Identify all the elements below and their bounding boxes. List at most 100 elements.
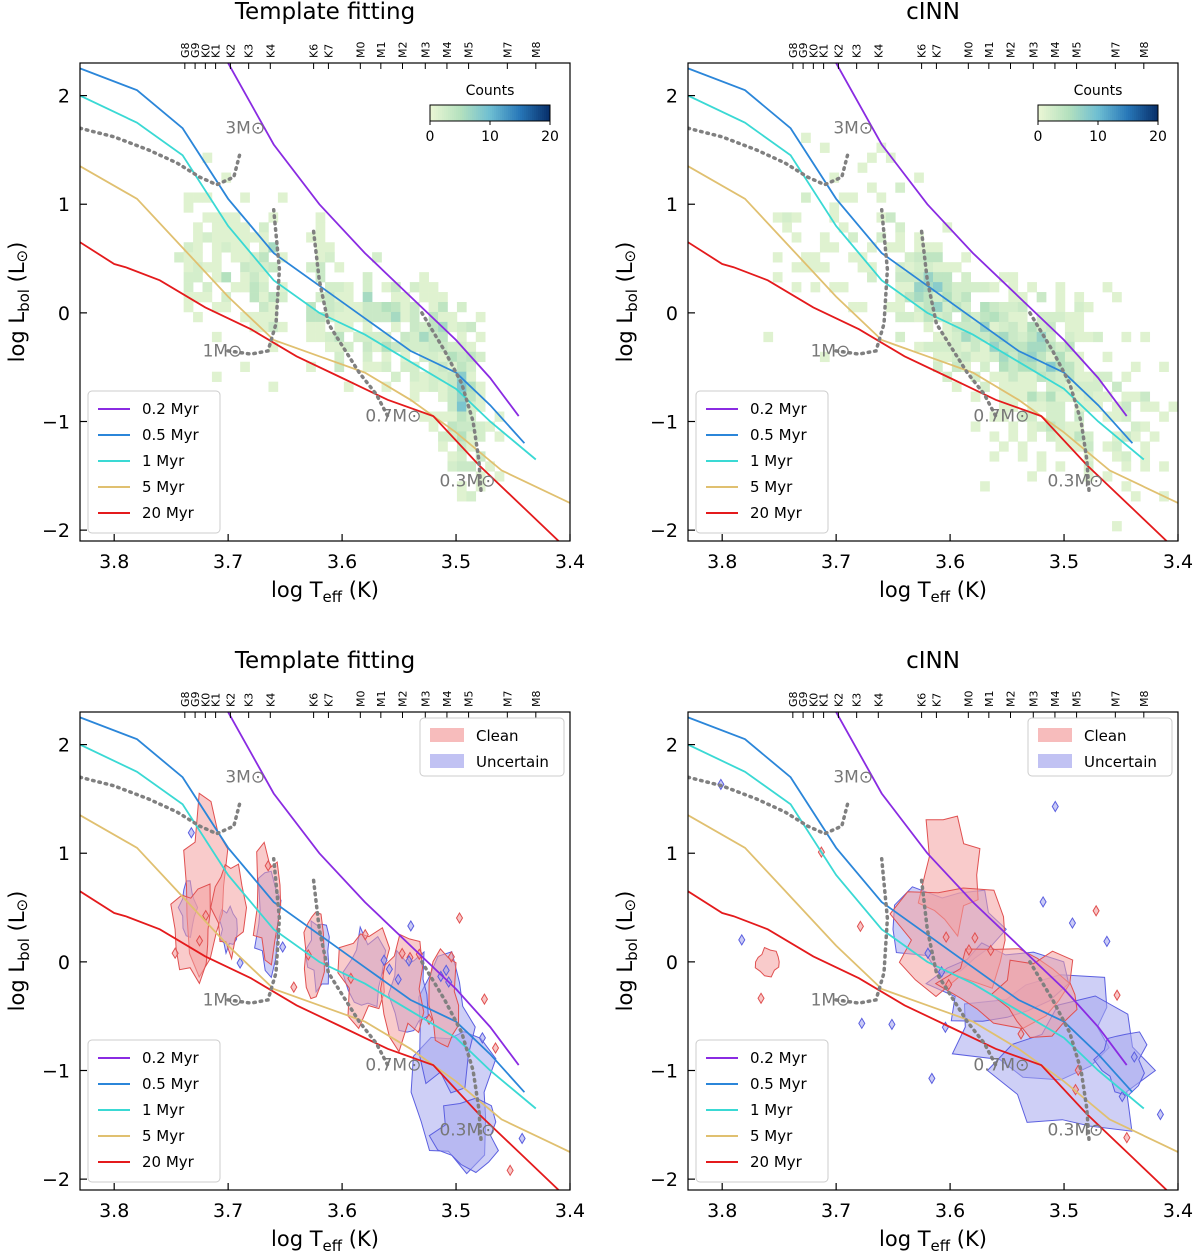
heatmap-cell xyxy=(914,242,924,253)
heatmap-cell xyxy=(763,331,774,343)
heatmap-cell xyxy=(810,282,821,293)
colorbar-step xyxy=(448,105,451,121)
heatmap-cell xyxy=(791,232,802,243)
heatmap-cell xyxy=(211,331,222,343)
heatmap-cell xyxy=(325,331,335,343)
heatmap-cell xyxy=(867,272,877,283)
heatmap-cell xyxy=(409,361,420,373)
colorbar-step xyxy=(542,105,545,121)
heatmap-cell xyxy=(372,311,382,323)
heatmap-cell xyxy=(1027,331,1037,343)
heatmap-cell xyxy=(801,132,811,143)
y-tick-label: 0 xyxy=(666,952,678,974)
heatmap-cell xyxy=(315,292,326,303)
heatmap-cell xyxy=(390,321,401,333)
heatmap-cell xyxy=(1046,371,1056,382)
heatmap-cell xyxy=(1083,441,1094,452)
heatmap-cell xyxy=(1036,461,1047,472)
heatmap-cell xyxy=(1121,451,1132,462)
heatmap-cell xyxy=(1074,421,1085,432)
heatmap-cell xyxy=(334,351,345,363)
heatmap-cell xyxy=(1159,361,1169,373)
heatmap-cell xyxy=(1008,431,1019,442)
heatmap-cell xyxy=(867,242,877,253)
mass-label: 1M⊙ xyxy=(811,990,851,1010)
heatmap-cell xyxy=(438,302,448,313)
colorbar-step xyxy=(486,105,489,121)
heatmap-cell xyxy=(942,282,953,293)
heatmap-cell xyxy=(315,222,326,233)
spectral-type-label: K4 xyxy=(872,693,885,707)
colorbar-step xyxy=(466,105,469,121)
colorbar-step xyxy=(444,105,447,121)
heatmap-cell xyxy=(211,272,222,283)
heatmap-cell xyxy=(362,272,373,283)
heatmap-cell xyxy=(466,441,477,452)
heatmap-cell xyxy=(998,351,1009,363)
heatmap-cell xyxy=(1017,451,1028,462)
heatmap-cell xyxy=(961,292,971,303)
heatmap-cell xyxy=(1036,292,1047,303)
heatmap-cell xyxy=(914,292,924,303)
heatmap-cell xyxy=(306,361,316,373)
legend-box xyxy=(695,1039,829,1183)
legend-label: Clean xyxy=(476,727,519,745)
colorbar-step xyxy=(1090,105,1093,121)
heatmap-cell xyxy=(1046,411,1056,422)
spectral-type-label: K7 xyxy=(322,693,335,707)
mass-tracks xyxy=(80,775,483,1143)
heatmap-cell xyxy=(1074,292,1085,303)
y-tick-label: 2 xyxy=(58,735,70,757)
heatmap-cell xyxy=(848,302,858,313)
heatmap-cell xyxy=(456,401,467,412)
heatmap-cell xyxy=(867,182,877,193)
heatmap-cell xyxy=(447,351,458,363)
spectral-type-label: M5 xyxy=(463,42,476,59)
heatmap-cell xyxy=(914,341,924,353)
heatmap-cell xyxy=(970,341,981,353)
heatmap-cell xyxy=(1121,481,1132,492)
x-tick-label: 3.8 xyxy=(99,1200,129,1222)
heatmap-cell xyxy=(447,321,458,333)
legend-label: 0.2 Myr xyxy=(750,400,807,418)
contour-dot xyxy=(1123,1131,1131,1144)
x-tick-label: 3.5 xyxy=(441,551,471,573)
heatmap-cell xyxy=(1102,371,1113,382)
contour-blob xyxy=(986,995,1157,1132)
colorbar-step xyxy=(1054,105,1057,121)
contour-dot xyxy=(236,957,244,969)
isochrone-legend: 0.2 Myr 0.5 Myr 1 Myr 5 Myr 20 Myr xyxy=(695,1039,829,1183)
heatmap-cell xyxy=(895,182,906,193)
mass-label: 3M⊙ xyxy=(225,119,265,139)
colorbar-step xyxy=(452,105,455,121)
colorbar-step xyxy=(532,105,535,121)
heatmap-cell xyxy=(447,411,458,422)
colorbar-step xyxy=(458,105,461,121)
colorbar-step xyxy=(534,105,537,121)
heatmap-cell xyxy=(325,282,335,293)
heatmap-cell xyxy=(1008,371,1019,382)
mass-label: 1M⊙ xyxy=(203,990,243,1010)
legend-label: 20 Myr xyxy=(142,504,195,522)
heatmap-cell xyxy=(923,292,934,303)
heatmap-cell xyxy=(933,242,943,253)
colorbar-label: Counts xyxy=(1074,83,1123,99)
panel-title: cINN xyxy=(906,648,960,674)
heatmap-cell xyxy=(1017,302,1028,313)
spectral-type-label: K2 xyxy=(224,693,237,707)
heatmap-cell xyxy=(259,321,269,333)
heatmap-cell xyxy=(466,371,477,382)
colorbar-step xyxy=(540,105,543,121)
y-tick-label: 0 xyxy=(58,952,70,974)
heatmap-cell xyxy=(772,212,783,223)
colorbar-tick-label: 10 xyxy=(481,129,499,145)
heatmap-cell xyxy=(1074,371,1085,382)
heatmap-cell xyxy=(456,371,467,382)
heatmap-cell xyxy=(933,252,943,263)
heatmap-cell xyxy=(791,282,802,293)
heatmap-cell xyxy=(1074,311,1085,323)
heatmap-cell xyxy=(1027,321,1037,333)
isochrone-legend: 0.2 Myr 0.5 Myr 1 Myr 5 Myr 20 Myr xyxy=(87,1039,221,1183)
spectral-type-label: G8 xyxy=(179,691,192,707)
colorbar-step xyxy=(546,105,549,121)
